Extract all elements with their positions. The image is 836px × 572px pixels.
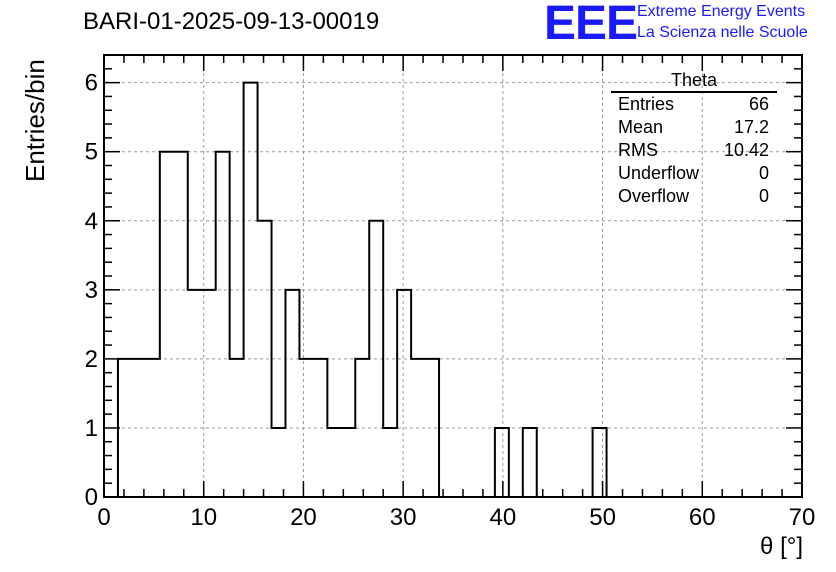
stats-value: 10.42 (723, 140, 769, 160)
stats-label: Entries (618, 94, 675, 114)
stats-row: Underflow 0 (611, 162, 777, 185)
stats-row: Mean 17.2 (611, 116, 777, 139)
y-tick-label: 1 (85, 415, 98, 442)
stats-label: Mean (618, 117, 664, 137)
x-tick-label: 0 (97, 504, 110, 531)
x-tick-label: 60 (689, 504, 716, 531)
x-tick-label: 50 (589, 504, 616, 531)
x-tick-label: 40 (490, 504, 517, 531)
stats-label: Overflow (618, 186, 690, 206)
x-tick-label: 70 (789, 504, 816, 531)
run-title: BARI-01-2025-09-13-00019 (83, 8, 380, 35)
y-tick-label: 4 (85, 208, 98, 235)
y-axis-label: Entries/bin (20, 59, 50, 182)
x-axis-label: θ [°] (760, 533, 803, 560)
stats-value: 66 (748, 94, 769, 114)
stats-value: 0 (758, 163, 769, 183)
stats-label: RMS (618, 140, 658, 160)
stats-value: 0 (758, 186, 769, 206)
y-tick-label: 3 (85, 277, 98, 304)
y-tick-label: 0 (85, 484, 98, 511)
eee-logo: EEE (544, 0, 638, 50)
stats-row: Entries 66 (611, 93, 777, 116)
x-tick-label: 20 (290, 504, 317, 531)
y-tick-label: 2 (85, 346, 98, 373)
axis-ticks (103, 54, 803, 498)
stats-value: 17.2 (733, 117, 769, 137)
plot-frame (103, 54, 803, 498)
stats-box: Theta Entries 66 Mean 17.2 RMS 10.42 Underf… (611, 70, 777, 208)
x-tick-label: 10 (190, 504, 217, 531)
stats-row: Overflow 0 (611, 185, 777, 208)
x-tick-label: 30 (390, 504, 417, 531)
y-tick-label: 6 (85, 70, 98, 97)
stats-title: Theta (611, 70, 777, 93)
tick-labels: 0 10 20 30 40 50 60 70 0 1 2 3 4 5 6 (85, 70, 816, 531)
stats-label: Underflow (618, 163, 700, 183)
plot-grid (104, 55, 802, 497)
y-tick-label: 5 (85, 139, 98, 166)
stats-row: RMS 10.42 (611, 139, 777, 162)
logo-subtitle-1: Extreme Energy Events (637, 3, 806, 20)
logo-subtitle-2: La Scienza nelle Scuole (637, 24, 808, 41)
